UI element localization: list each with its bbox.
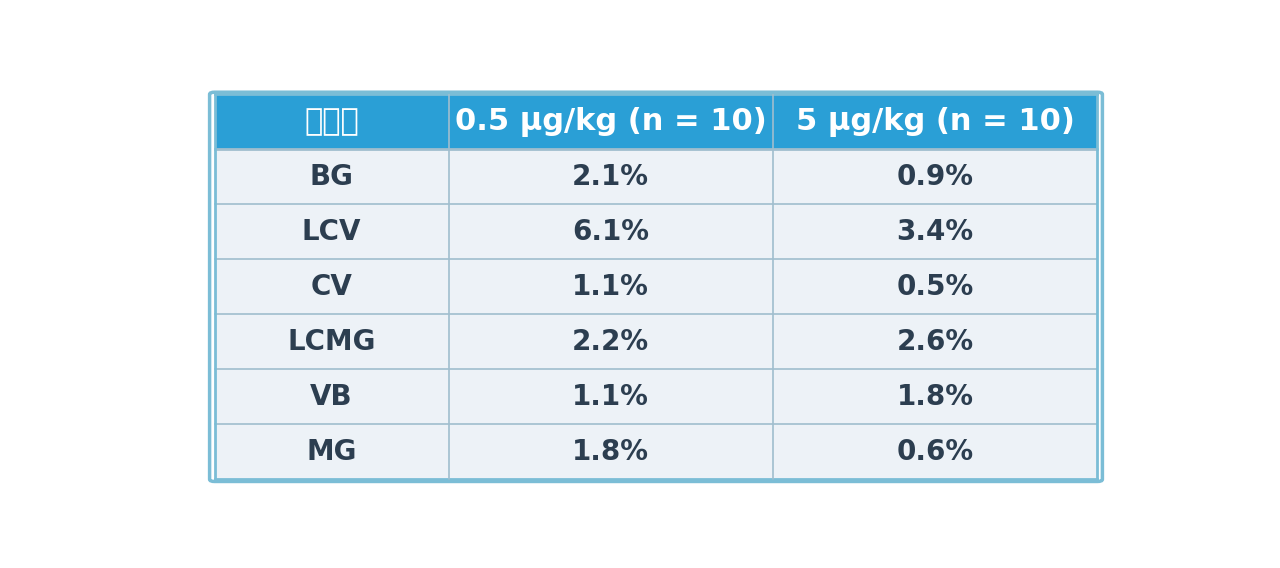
- Text: 0.6%: 0.6%: [896, 438, 974, 466]
- Bar: [215, 94, 448, 149]
- Text: 1.8%: 1.8%: [896, 383, 974, 411]
- Bar: [448, 149, 773, 204]
- Text: MG: MG: [306, 438, 357, 466]
- Bar: [215, 204, 448, 260]
- Bar: [215, 149, 448, 204]
- Bar: [448, 260, 773, 314]
- Text: 0.9%: 0.9%: [896, 163, 974, 191]
- Bar: [215, 260, 448, 314]
- Text: 1.8%: 1.8%: [572, 438, 649, 466]
- Text: 3.4%: 3.4%: [896, 218, 974, 246]
- Text: LCMG: LCMG: [287, 328, 376, 356]
- Text: 1.1%: 1.1%: [572, 383, 649, 411]
- Bar: [448, 314, 773, 369]
- Text: 2.1%: 2.1%: [572, 163, 649, 191]
- Bar: [215, 369, 448, 424]
- Text: 2.2%: 2.2%: [572, 328, 649, 356]
- Bar: [773, 260, 1097, 314]
- Text: 5 μg/kg (n = 10): 5 μg/kg (n = 10): [796, 107, 1074, 137]
- Bar: [215, 424, 448, 479]
- Text: 1.1%: 1.1%: [572, 273, 649, 301]
- Text: 0.5 μg/kg (n = 10): 0.5 μg/kg (n = 10): [454, 107, 767, 137]
- Text: 0.5%: 0.5%: [896, 273, 974, 301]
- Text: CV: CV: [311, 273, 352, 301]
- Text: LCV: LCV: [302, 218, 361, 246]
- Bar: [773, 314, 1097, 369]
- Text: 2.6%: 2.6%: [896, 328, 974, 356]
- Bar: [448, 204, 773, 260]
- Text: 6.1%: 6.1%: [572, 218, 649, 246]
- Bar: [773, 424, 1097, 479]
- Bar: [448, 369, 773, 424]
- Bar: [773, 149, 1097, 204]
- Bar: [448, 424, 773, 479]
- Text: VB: VB: [310, 383, 353, 411]
- Text: BG: BG: [310, 163, 353, 191]
- Bar: [215, 314, 448, 369]
- Bar: [773, 204, 1097, 260]
- Bar: [773, 94, 1097, 149]
- Text: 化合物: 化合物: [305, 107, 358, 136]
- Bar: [773, 369, 1097, 424]
- Bar: [448, 94, 773, 149]
